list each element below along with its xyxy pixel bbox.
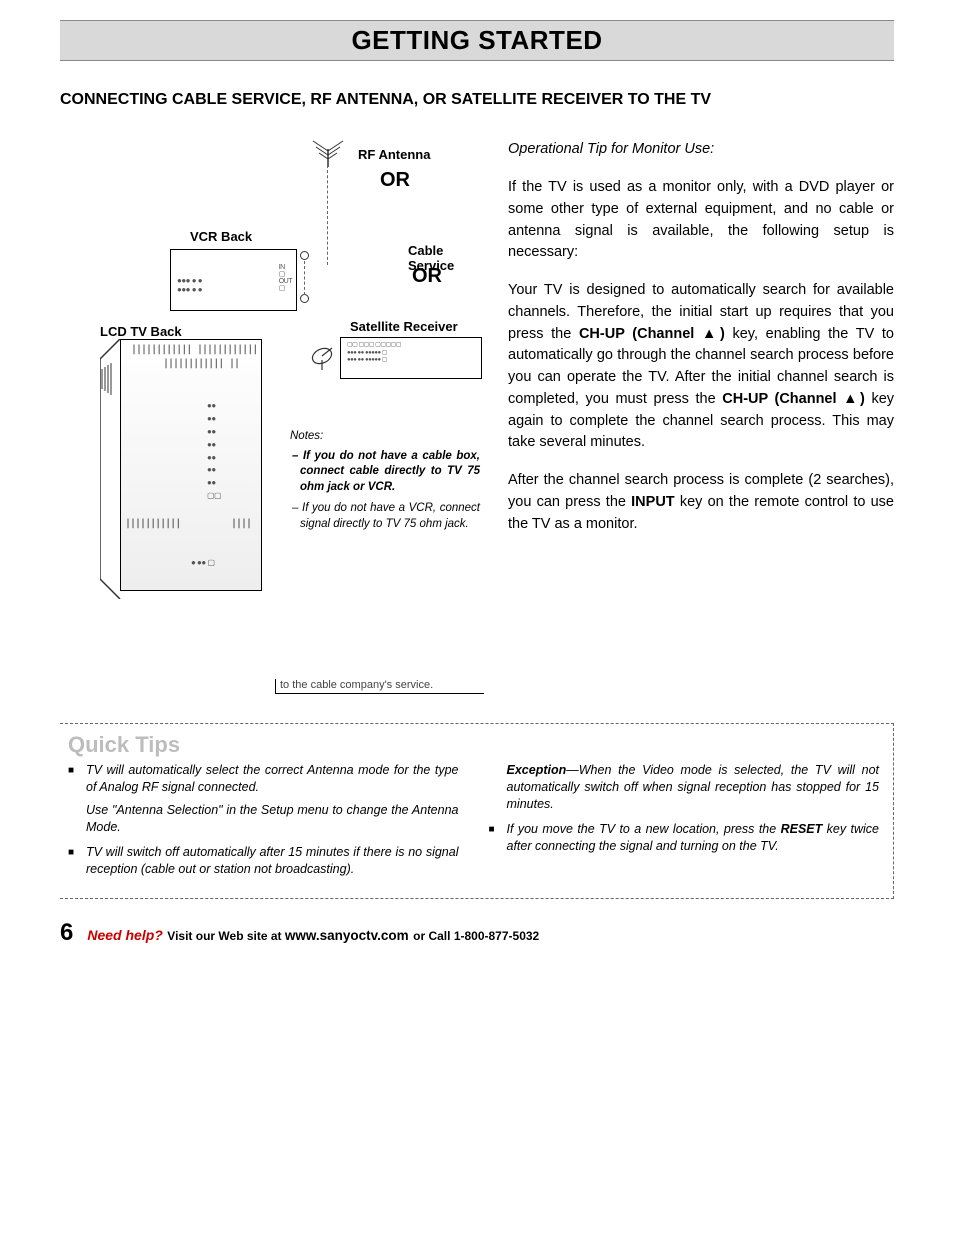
banner-title: GETTING STARTED [351,25,602,55]
quick-tips-right-col: Exception—When the Video mode is selecte… [489,762,880,883]
qt-item-1: TV will automatically select the correct… [68,762,459,796]
paragraph-2: Your TV is designed to automati­cally se… [508,280,894,454]
page-number: 6 [60,919,73,947]
note-2: – If you do not have a VCR, connect sign… [290,501,480,532]
cutoff-text: to the cable company's service. [275,679,484,694]
quick-tips-columns: TV will automatically select the correct… [68,762,879,883]
quick-tips-left-col: TV will automatically select the correct… [68,762,459,883]
vcr-back-label: VCR Back [190,229,252,244]
page-footer: 6 Need help? Visit our Web site at www.s… [60,919,894,947]
or-label-1: OR [380,169,410,192]
diagram-notes: Notes: – If you do not have a cable box,… [290,429,480,538]
quick-tips-box: Quick Tips TV will automatically select … [60,723,894,898]
antenna-icon [308,139,348,172]
page-banner: GETTING STARTED [60,20,894,61]
diagram-column: RF Antenna OR VCR Back ●●● ● ●●●● ● ● IN… [60,139,480,699]
or-label-2: OR [412,265,442,288]
footer-or-call: or Call [413,929,454,943]
content-row: RF Antenna OR VCR Back ●●● ● ●●●● ● ● IN… [60,139,894,699]
note-1: – If you do not have a cable box, connec… [290,449,480,496]
connector-2 [300,294,309,303]
quick-tips-title: Quick Tips [68,732,879,758]
notes-title: Notes: [290,429,480,445]
wire-antenna [327,165,328,265]
satellite-receiver-label: Satellite Receiver [350,319,458,334]
need-help-label: Need help? [87,927,162,943]
paragraph-1: If the TV is used as a monitor only, wit… [508,177,894,264]
qt-item-2: TV will switch off automatically after 1… [68,844,459,878]
qt-exception: Exception—When the Video mode is selecte… [489,762,880,813]
text-column: Operational Tip for Monitor Use: If the … [508,139,894,699]
dish-icon [310,344,340,374]
wire-2 [304,261,305,295]
qt-reset-a: If you move the TV to a new location, pr… [507,822,781,836]
footer-help-line: Need help? Visit our Web site at www.san… [87,927,539,945]
section-heading: CONNECTING CABLE SERVICE, RF ANTENNA, OR… [60,89,894,111]
p2-bold-1: CH-UP (Channel ▲) [579,326,725,342]
vcr-box: ●●● ● ●●●● ● ● IN▢OUT▢ [170,249,297,311]
rf-antenna-label: RF Antenna [358,147,430,162]
footer-visit: Visit our Web site at [167,929,285,943]
qt-item-reset: If you move the TV to a new location, pr… [489,821,880,855]
p3-bold: INPUT [631,494,675,510]
qt-item-1b: Use "Antenna Selection" in the Setup men… [68,802,459,836]
footer-phone: 1-800-877-5032 [454,929,539,943]
paragraph-3: After the channel search process is comp… [508,470,894,535]
connection-diagram: RF Antenna OR VCR Back ●●● ● ●●●● ● ● IN… [60,139,480,699]
p2-bold-2: CH-UP (Channel ▲) [722,391,865,407]
lcd-tv-box: |||||||||||| |||||||||||| |||||||||||| |… [120,339,262,591]
qt-exception-bold: Exception [507,763,567,777]
lcd-tv-back-label: LCD TV Back [100,324,182,339]
qt-reset-bold: RESET [781,822,823,836]
operational-tip-heading: Operational Tip for Monitor Use: [508,139,894,161]
connector-1 [300,251,309,260]
footer-url: www.sanyoctv.com [285,928,409,943]
lcd-perspective [100,339,140,599]
satellite-box: ▢▢ ▢▢▢ ▢▢▢▢▢●●● ●● ●●●●● ▢●●● ●● ●●●●● ▢ [340,337,482,379]
